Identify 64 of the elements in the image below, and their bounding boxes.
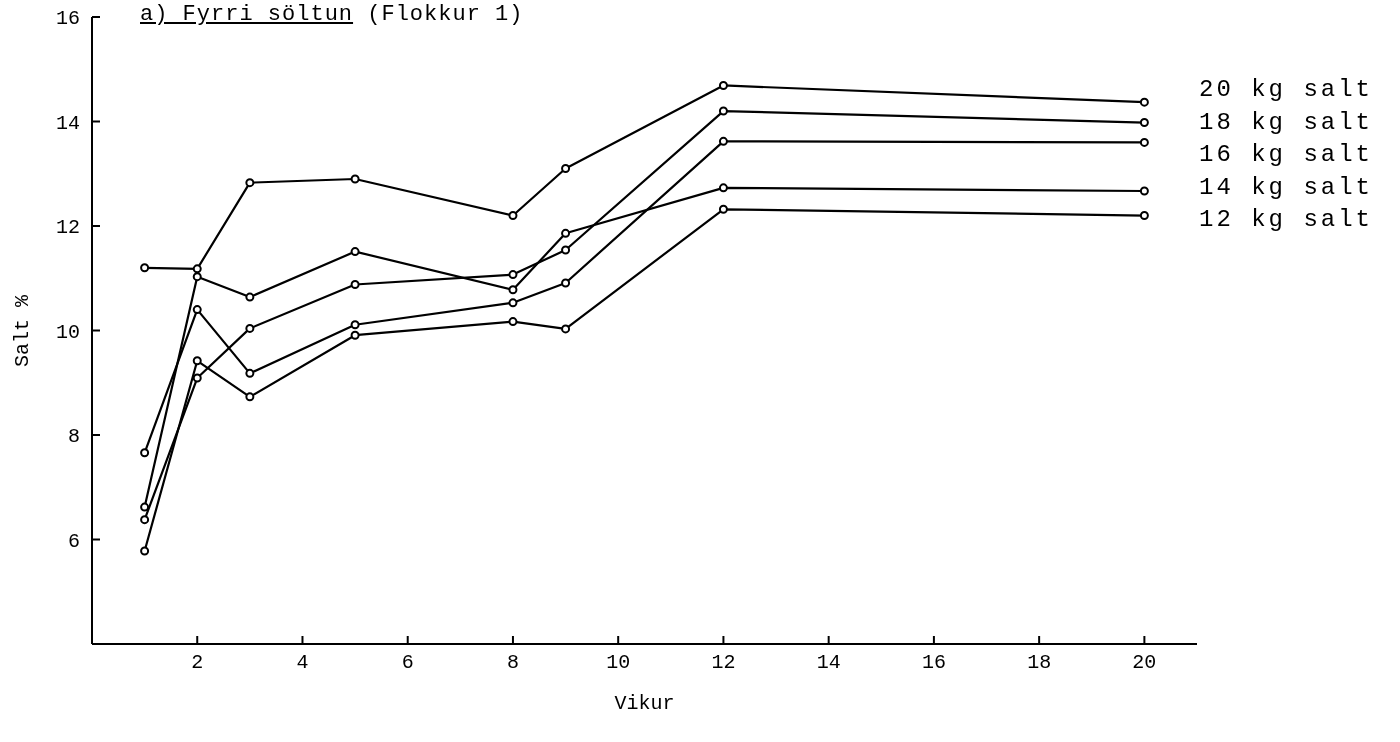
x-tick-label: 18 — [1027, 651, 1052, 675]
point — [140, 448, 150, 458]
x-tick-label: 6 — [401, 651, 414, 675]
point — [718, 106, 728, 116]
point — [192, 272, 202, 282]
text: 14 kg salt — [1199, 173, 1374, 201]
y-tick-label: 14 — [55, 111, 80, 135]
point — [140, 502, 150, 512]
point — [192, 356, 202, 366]
point — [1139, 137, 1149, 147]
point — [245, 178, 255, 188]
point — [508, 285, 518, 295]
point — [561, 164, 571, 174]
point — [245, 292, 255, 302]
y-axis-title: Salt % — [10, 294, 34, 367]
text: 18 kg salt — [1199, 108, 1374, 136]
x-tick-label: 16 — [921, 651, 946, 675]
point — [192, 305, 202, 315]
x-tick-label: 2 — [191, 651, 204, 675]
point — [508, 270, 518, 280]
point — [508, 298, 518, 308]
chart-title: a) Fyrri söltun (Flokkur 1) — [140, 2, 524, 27]
point — [561, 228, 571, 238]
text: 20 kg salt — [1199, 76, 1374, 103]
y-tick-label: 12 — [55, 216, 80, 240]
point — [245, 368, 255, 378]
point — [718, 183, 728, 193]
point — [1139, 186, 1149, 196]
text: 16 kg salt — [1199, 141, 1374, 168]
point — [1139, 211, 1149, 221]
point — [1139, 97, 1149, 107]
point — [718, 204, 728, 214]
point — [140, 546, 150, 556]
point — [1139, 118, 1149, 128]
point — [350, 330, 360, 340]
x-tick-label: 20 — [1132, 651, 1157, 675]
x-tick-label: 12 — [711, 651, 736, 675]
point — [350, 174, 360, 184]
point — [192, 264, 202, 274]
x-tick-label: 8 — [506, 651, 519, 675]
point — [508, 317, 518, 327]
x-tick-label: 14 — [816, 651, 841, 675]
point — [350, 247, 360, 257]
text: 12 kg salt — [1199, 206, 1374, 233]
y-tick-label: 16 — [55, 7, 80, 31]
point — [140, 515, 150, 525]
point — [192, 373, 202, 383]
y-tick-label: 6 — [67, 529, 80, 553]
y-tick-label: 8 — [67, 425, 80, 449]
point — [561, 278, 571, 288]
point — [350, 280, 360, 290]
point — [508, 211, 518, 221]
point — [561, 245, 571, 255]
point — [718, 80, 728, 90]
y-tick-label: 10 — [55, 320, 80, 344]
point — [140, 263, 150, 273]
x-axis-title: Vikur — [614, 692, 675, 715]
point — [245, 323, 255, 333]
point — [350, 320, 360, 330]
x-tick-label: 4 — [296, 651, 309, 675]
point — [245, 392, 255, 402]
point — [561, 324, 571, 334]
point — [718, 136, 728, 146]
x-tick-label: 10 — [606, 651, 631, 675]
